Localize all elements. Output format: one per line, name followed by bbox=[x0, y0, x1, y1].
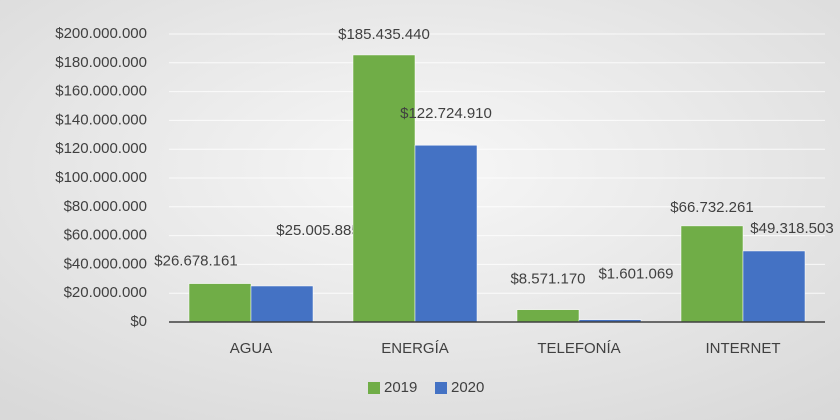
data-label: $25.005.885 bbox=[276, 222, 359, 239]
y-tick-label: $40.000.000 bbox=[64, 255, 147, 272]
data-label: $8.571.170 bbox=[510, 271, 585, 288]
data-label: $1.601.069 bbox=[598, 266, 673, 283]
data-label: $66.732.261 bbox=[670, 199, 753, 216]
legend-label: 2019 bbox=[384, 379, 417, 396]
y-tick-label: $80.000.000 bbox=[64, 198, 147, 215]
bar bbox=[188, 283, 252, 323]
x-tick-label: TELEFONÍA bbox=[537, 340, 620, 357]
data-label: $185.435.440 bbox=[338, 26, 430, 43]
y-tick-label: $120.000.000 bbox=[55, 140, 147, 157]
legend-swatch bbox=[435, 382, 447, 394]
y-tick-label: $20.000.000 bbox=[64, 284, 147, 301]
y-tick-label: $200.000.000 bbox=[55, 25, 147, 42]
legend-label: 2020 bbox=[451, 379, 484, 396]
y-tick-label: $60.000.000 bbox=[64, 227, 147, 244]
data-label: $122.724.910 bbox=[400, 105, 492, 122]
bar bbox=[250, 285, 314, 323]
bar bbox=[680, 225, 744, 323]
y-tick-label: $160.000.000 bbox=[55, 83, 147, 100]
bar bbox=[352, 54, 416, 323]
x-tick-label: INTERNET bbox=[706, 340, 781, 357]
legend-swatch bbox=[368, 382, 380, 394]
y-tick-label: $140.000.000 bbox=[55, 111, 147, 128]
bar bbox=[516, 309, 580, 323]
y-tick-label: $0 bbox=[130, 313, 147, 330]
x-tick-label: AGUA bbox=[230, 340, 273, 357]
bar bbox=[414, 145, 478, 323]
data-label: $26.678.161 bbox=[154, 253, 237, 270]
y-tick-label: $100.000.000 bbox=[55, 169, 147, 186]
x-tick-label: ENERGÍA bbox=[381, 340, 449, 357]
data-label: $49.318.503 bbox=[750, 220, 833, 237]
y-tick-label: $180.000.000 bbox=[55, 54, 147, 71]
bar bbox=[742, 250, 806, 323]
